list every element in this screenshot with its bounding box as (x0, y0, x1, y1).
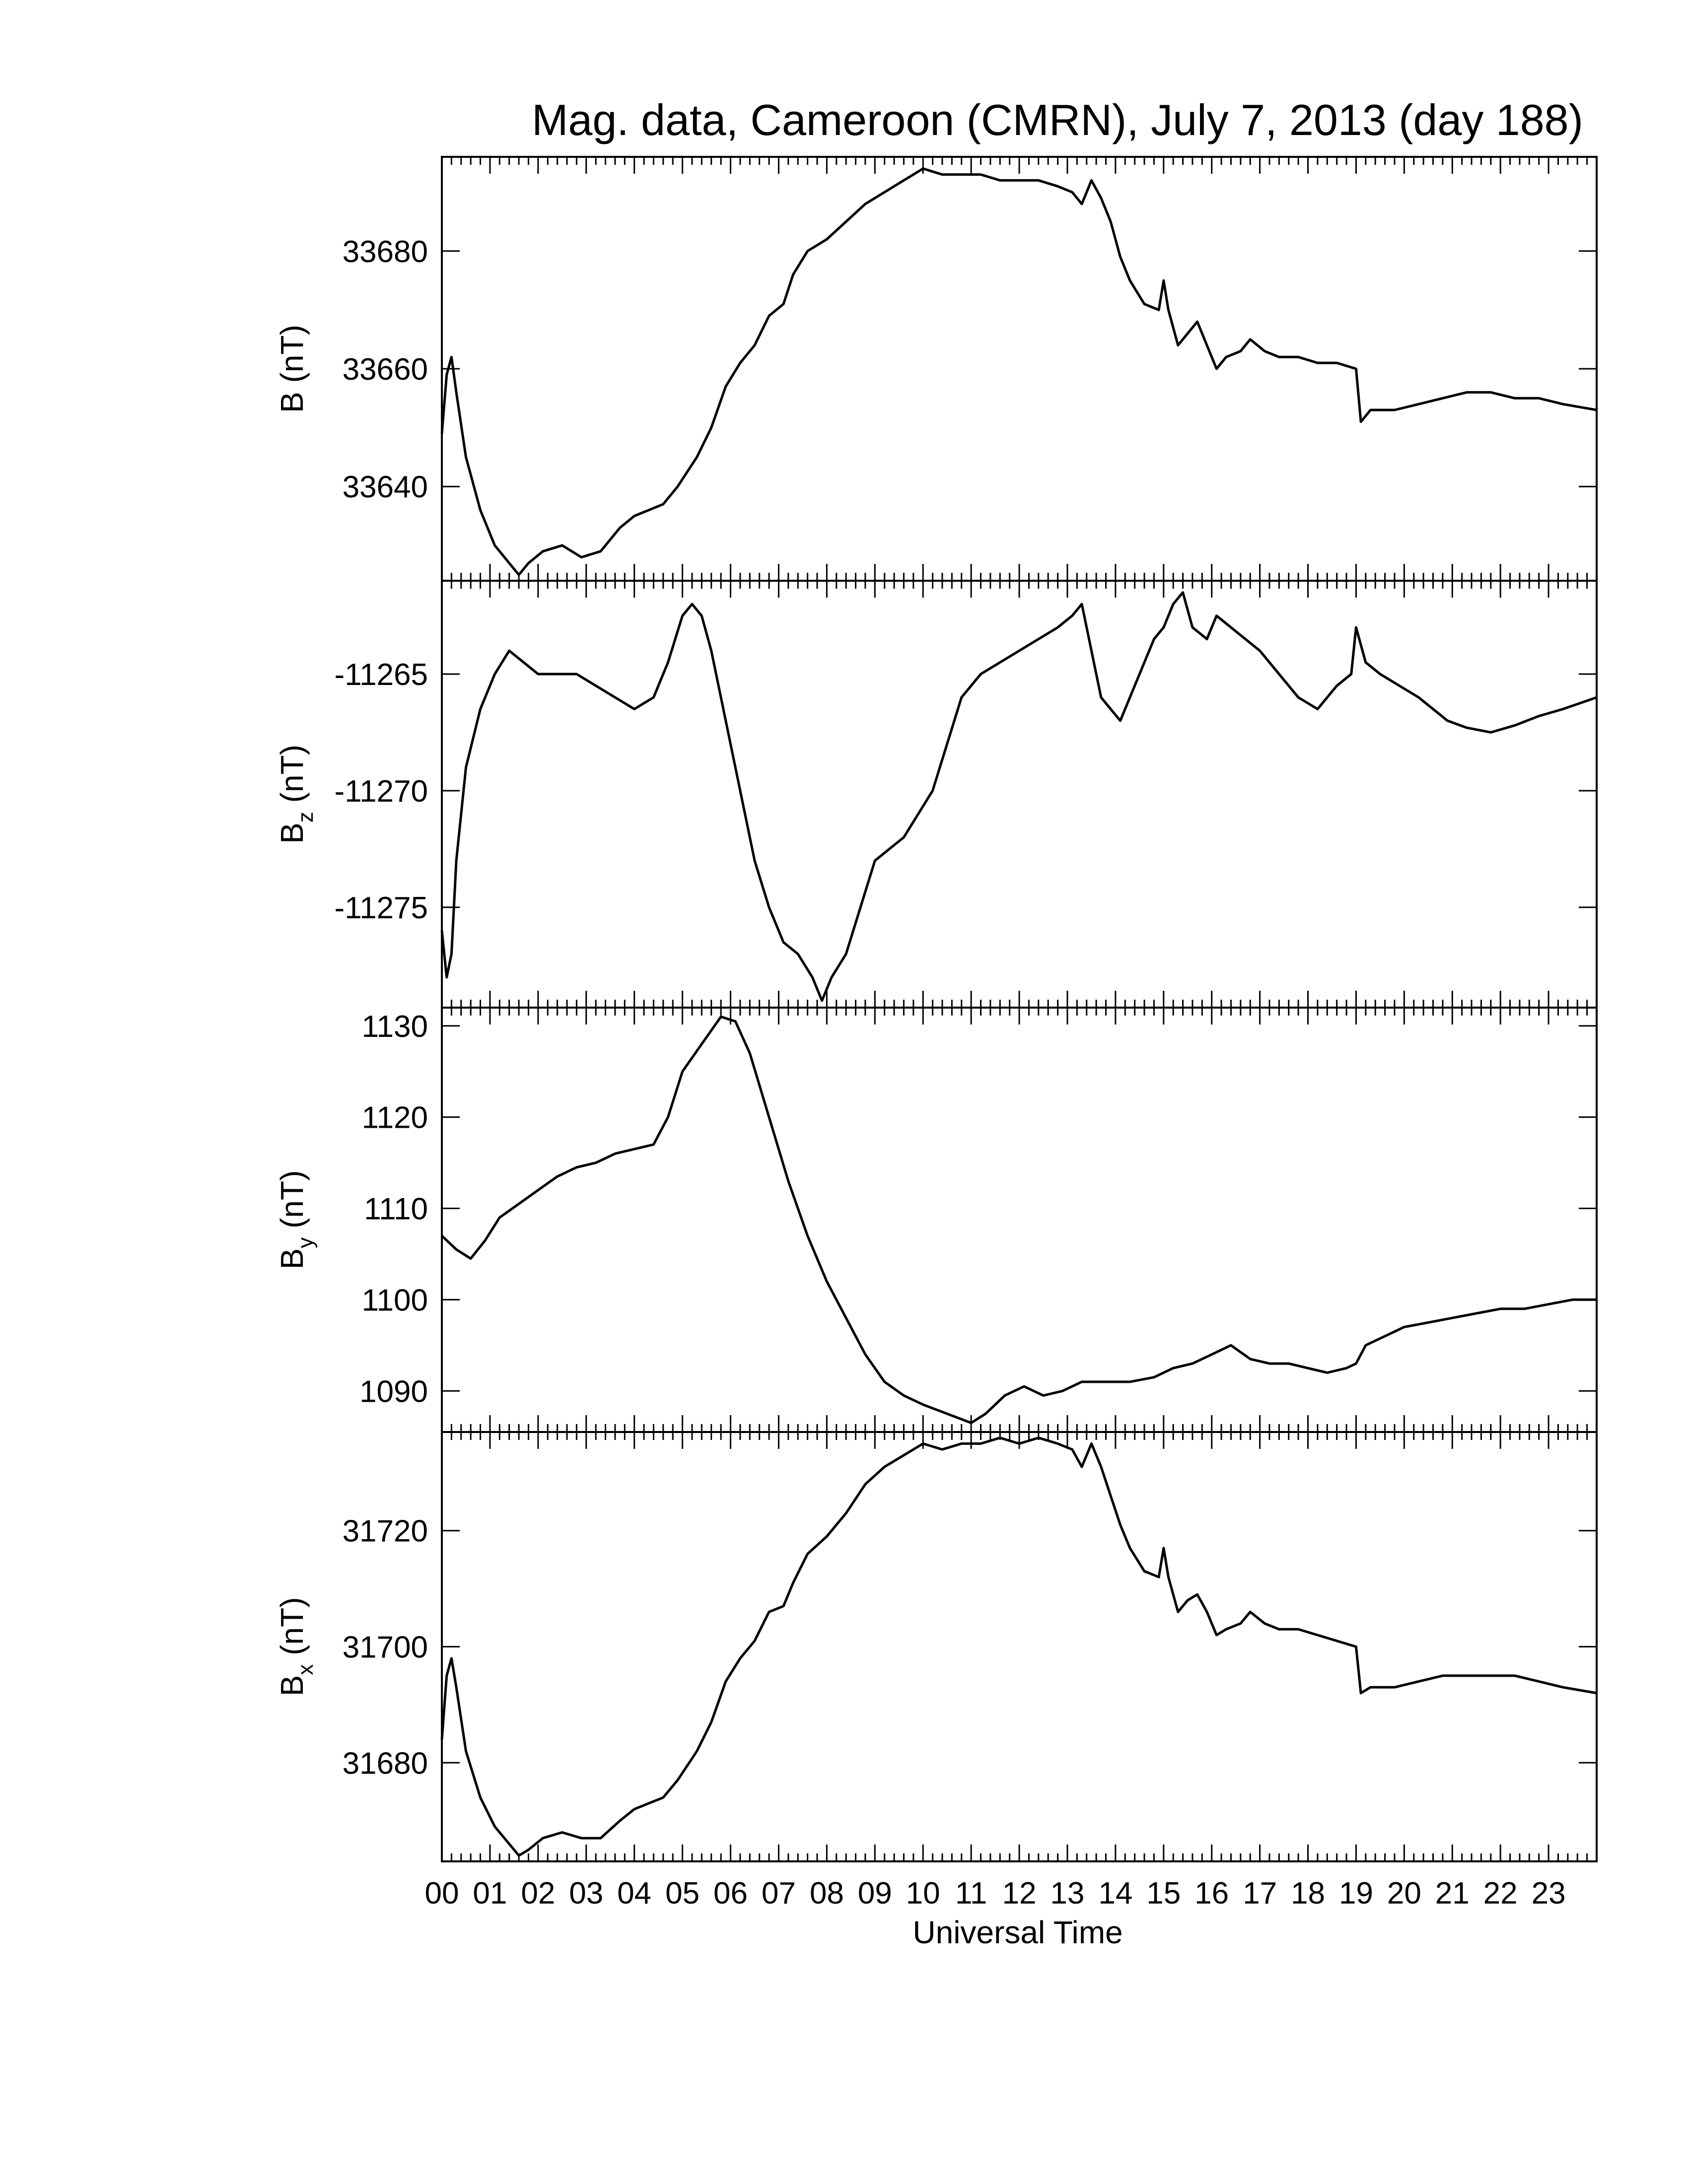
x-tick-label: 06 (713, 1876, 748, 1911)
y-tick-label: 1130 (362, 1010, 428, 1044)
panel-B: 33640 33660 33680 B (nT) (274, 156, 1598, 582)
y-tick-label: 33640 (343, 470, 428, 504)
y-tick-label: 1110 (364, 1192, 428, 1227)
x-tick-label: 00 (425, 1876, 459, 1911)
x-tick-label: 13 (1050, 1876, 1084, 1911)
y-tick-label: -11270 (335, 774, 428, 809)
x-tick-label: 17 (1243, 1876, 1277, 1911)
y-tick-label: 33660 (343, 352, 428, 387)
y-tick-label: 31720 (343, 1514, 428, 1549)
panel-B-frame (441, 156, 1598, 582)
x-tick-label: 11 (955, 1876, 987, 1911)
x-tick-label: 09 (858, 1876, 892, 1911)
x-tick-label: 03 (569, 1876, 603, 1911)
panel-Bx: 31680 31700 31720 Bx (nT) (274, 1431, 1598, 1862)
y-axis-label-Bz: Bz (nT) (274, 745, 318, 844)
series-line-Bz (440, 591, 1597, 1002)
y-axis-label-B: B (nT) (274, 325, 310, 413)
y-tick-label: 1090 (359, 1374, 428, 1409)
y-tick-label: 31700 (343, 1631, 428, 1665)
x-tick-label: 22 (1483, 1876, 1518, 1911)
series-line-B (440, 167, 1597, 576)
y-tick-label: 31680 (343, 1746, 428, 1780)
x-tick-label: 14 (1098, 1876, 1132, 1911)
x-tick-label: 21 (1435, 1876, 1470, 1911)
x-tick-label: 23 (1532, 1876, 1566, 1911)
x-tick-label: 01 (473, 1876, 507, 1911)
x-tick-label: 07 (762, 1876, 796, 1911)
x-tick-label: 10 (906, 1876, 940, 1911)
y-tick-label: 1120 (362, 1101, 428, 1135)
panels-group: 33640 33660 33680 B (nT) -11265 -11270 -11275 B… (274, 156, 1598, 1911)
x-tick-label: 04 (617, 1876, 651, 1911)
x-tick-label: 02 (521, 1876, 555, 1911)
x-tick-labels: 00 01 02 03 04 05 06 07 08 09 10 11 12 13 14 15 16 17 18 19… (425, 1876, 1566, 1911)
y-tick-label: 33680 (343, 235, 428, 269)
panel-By-frame (441, 1007, 1598, 1433)
y-axis-label-Bx: Bx (nT) (274, 1597, 318, 1697)
series-line-Bx (440, 1436, 1597, 1857)
x-tick-label: 08 (810, 1876, 844, 1911)
panel-Bz: -11265 -11270 -11275 Bz (nT) (274, 580, 1598, 1009)
y-tick-label: -11265 (335, 658, 428, 692)
panel-Bz-frame (441, 580, 1598, 1009)
chart-title: Mag. data, Cameroon (CMRN), July 7, 2013… (532, 95, 1583, 144)
x-axis-label: Universal Time (913, 1914, 1123, 1950)
x-tick-label: 15 (1146, 1876, 1181, 1911)
x-tick-label: 05 (665, 1876, 700, 1911)
x-tick-label: 16 (1195, 1876, 1229, 1911)
panel-By: 1090 1100 1110 1120 1130 By (nT) (274, 1007, 1598, 1433)
y-tick-label: -11275 (335, 891, 428, 925)
x-tick-label: 12 (1002, 1876, 1037, 1911)
x-tick-label: 19 (1339, 1876, 1373, 1911)
y-tick-label: 1100 (362, 1283, 428, 1317)
series-line-By (441, 1015, 1597, 1425)
x-tick-label: 20 (1387, 1876, 1421, 1911)
y-axis-label-By: By (nT) (274, 1170, 318, 1270)
x-tick-label: 18 (1291, 1876, 1325, 1911)
panel-Bx-frame (441, 1431, 1598, 1862)
